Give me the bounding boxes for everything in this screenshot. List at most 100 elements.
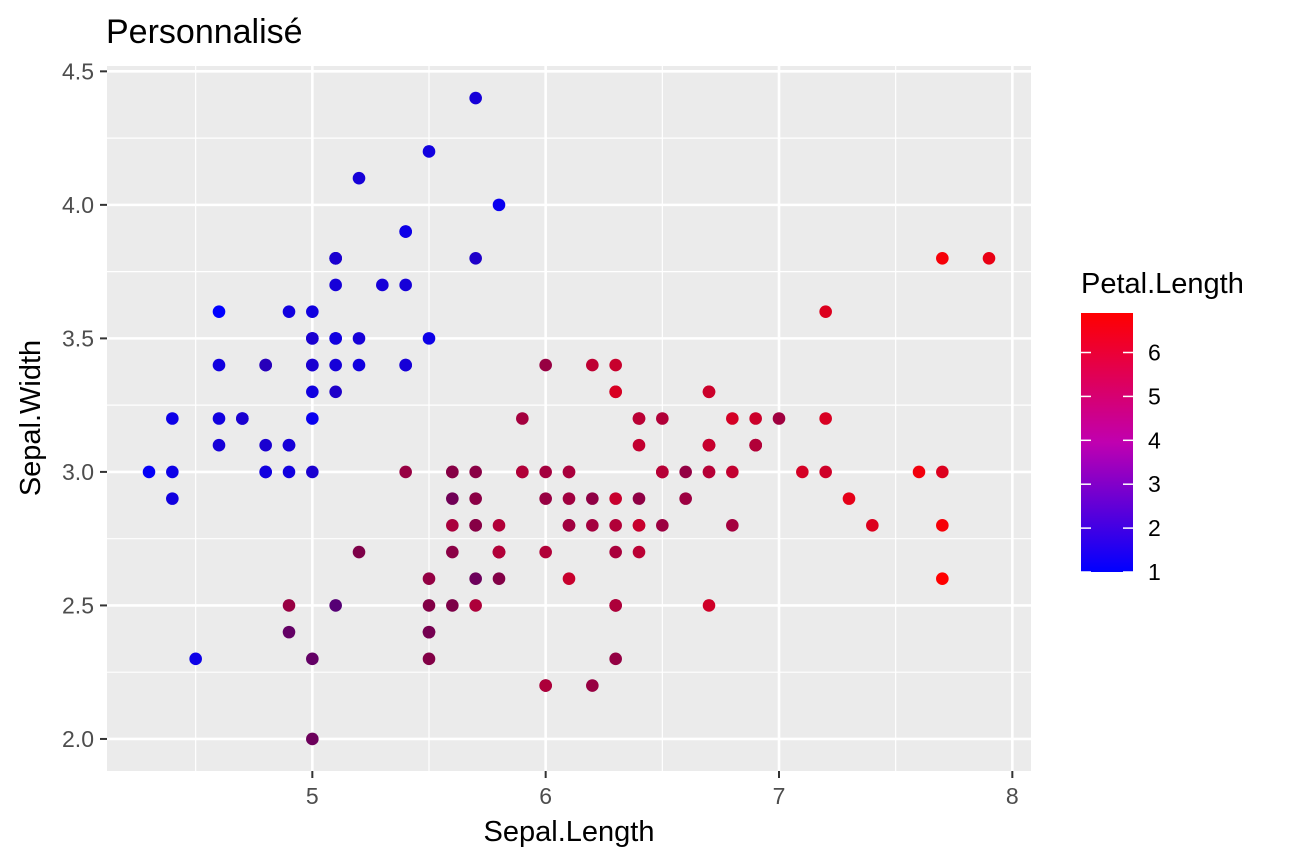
- data-point: [936, 519, 949, 532]
- data-point: [609, 652, 622, 666]
- data-point: [399, 358, 412, 372]
- data-point: [422, 145, 436, 158]
- data-point: [422, 652, 436, 666]
- data-point: [819, 412, 832, 425]
- y-tick-label: 2.5: [62, 592, 94, 618]
- data-point: [516, 465, 529, 479]
- data-points: [142, 91, 996, 746]
- data-point: [236, 412, 249, 425]
- data-point: [702, 438, 716, 452]
- data-point: [539, 465, 552, 479]
- data-point: [702, 465, 716, 479]
- data-point: [422, 625, 436, 639]
- legend-label: 4: [1148, 427, 1161, 453]
- data-point: [446, 492, 459, 505]
- data-point: [469, 492, 482, 505]
- data-point: [469, 251, 482, 265]
- data-point: [329, 251, 342, 265]
- data-point: [352, 358, 366, 372]
- data-point: [189, 652, 202, 666]
- data-point: [492, 545, 506, 559]
- y-tick-label: 3.0: [62, 459, 94, 485]
- data-point: [492, 519, 506, 532]
- data-point: [329, 332, 342, 345]
- chart-title: Personnalisé: [106, 13, 303, 51]
- data-point: [562, 519, 576, 532]
- data-point: [516, 412, 529, 425]
- data-point: [539, 545, 552, 559]
- axes: 5 6 7 8 2.0 2.5 3.0 3.5 4.0 4.5: [62, 58, 1019, 809]
- y-tick-label: 2.0: [62, 726, 94, 752]
- data-point: [819, 305, 832, 318]
- x-tick-label: 7: [773, 783, 786, 809]
- legend: Petal.Length 1 2 3 4 5 6: [1081, 268, 1244, 585]
- data-point: [399, 465, 412, 479]
- x-tick-label: 5: [306, 783, 319, 809]
- data-point: [352, 332, 366, 345]
- data-point: [259, 358, 272, 372]
- legend-title: Petal.Length: [1081, 268, 1244, 300]
- data-point: [679, 465, 692, 479]
- data-point: [212, 438, 226, 452]
- data-point: [329, 599, 342, 612]
- data-point: [329, 358, 342, 372]
- data-point: [702, 599, 716, 612]
- data-point: [632, 545, 646, 559]
- legend-label: 1: [1148, 559, 1161, 585]
- data-point: [306, 652, 319, 666]
- data-point: [772, 412, 786, 425]
- data-point: [212, 305, 226, 318]
- data-point: [726, 412, 739, 425]
- y-tick-label: 4.5: [62, 58, 94, 84]
- data-point: [562, 572, 576, 586]
- data-point: [562, 465, 576, 479]
- data-point: [306, 732, 319, 746]
- data-point: [166, 465, 179, 479]
- data-point: [446, 519, 459, 532]
- data-point: [609, 492, 622, 505]
- data-point: [306, 412, 319, 425]
- data-point: [632, 438, 646, 452]
- data-point: [469, 519, 482, 532]
- data-point: [376, 278, 389, 292]
- y-axis-title: Sepal.Width: [15, 340, 47, 496]
- data-point: [422, 332, 436, 345]
- data-point: [539, 679, 552, 692]
- data-point: [212, 358, 226, 372]
- data-point: [282, 438, 296, 452]
- x-tick-label: 8: [1006, 783, 1019, 809]
- data-point: [936, 251, 949, 265]
- data-point: [632, 492, 646, 505]
- data-point: [632, 412, 646, 425]
- data-point: [586, 358, 599, 372]
- data-point: [306, 465, 319, 479]
- data-point: [166, 412, 179, 425]
- data-point: [609, 358, 622, 372]
- data-point: [469, 599, 482, 612]
- data-point: [166, 492, 179, 505]
- data-point: [492, 572, 506, 586]
- data-point: [586, 492, 599, 505]
- data-point: [469, 572, 482, 586]
- data-point: [142, 465, 156, 479]
- legend-ticks: 1 2 3 4 5 6: [1081, 340, 1161, 585]
- data-point: [586, 519, 599, 532]
- data-point: [446, 465, 459, 479]
- data-point: [446, 599, 459, 612]
- x-axis-title: Sepal.Length: [484, 816, 655, 848]
- data-point: [306, 385, 319, 399]
- data-point: [796, 465, 809, 479]
- data-point: [609, 545, 622, 559]
- data-point: [609, 385, 622, 399]
- data-point: [329, 385, 342, 399]
- legend-label: 5: [1148, 383, 1161, 409]
- data-point: [282, 305, 296, 318]
- data-point: [259, 465, 272, 479]
- data-point: [819, 465, 832, 479]
- data-point: [539, 492, 552, 505]
- data-point: [982, 251, 996, 265]
- data-point: [422, 599, 436, 612]
- data-point: [726, 465, 739, 479]
- data-point: [656, 519, 669, 532]
- data-point: [469, 91, 482, 105]
